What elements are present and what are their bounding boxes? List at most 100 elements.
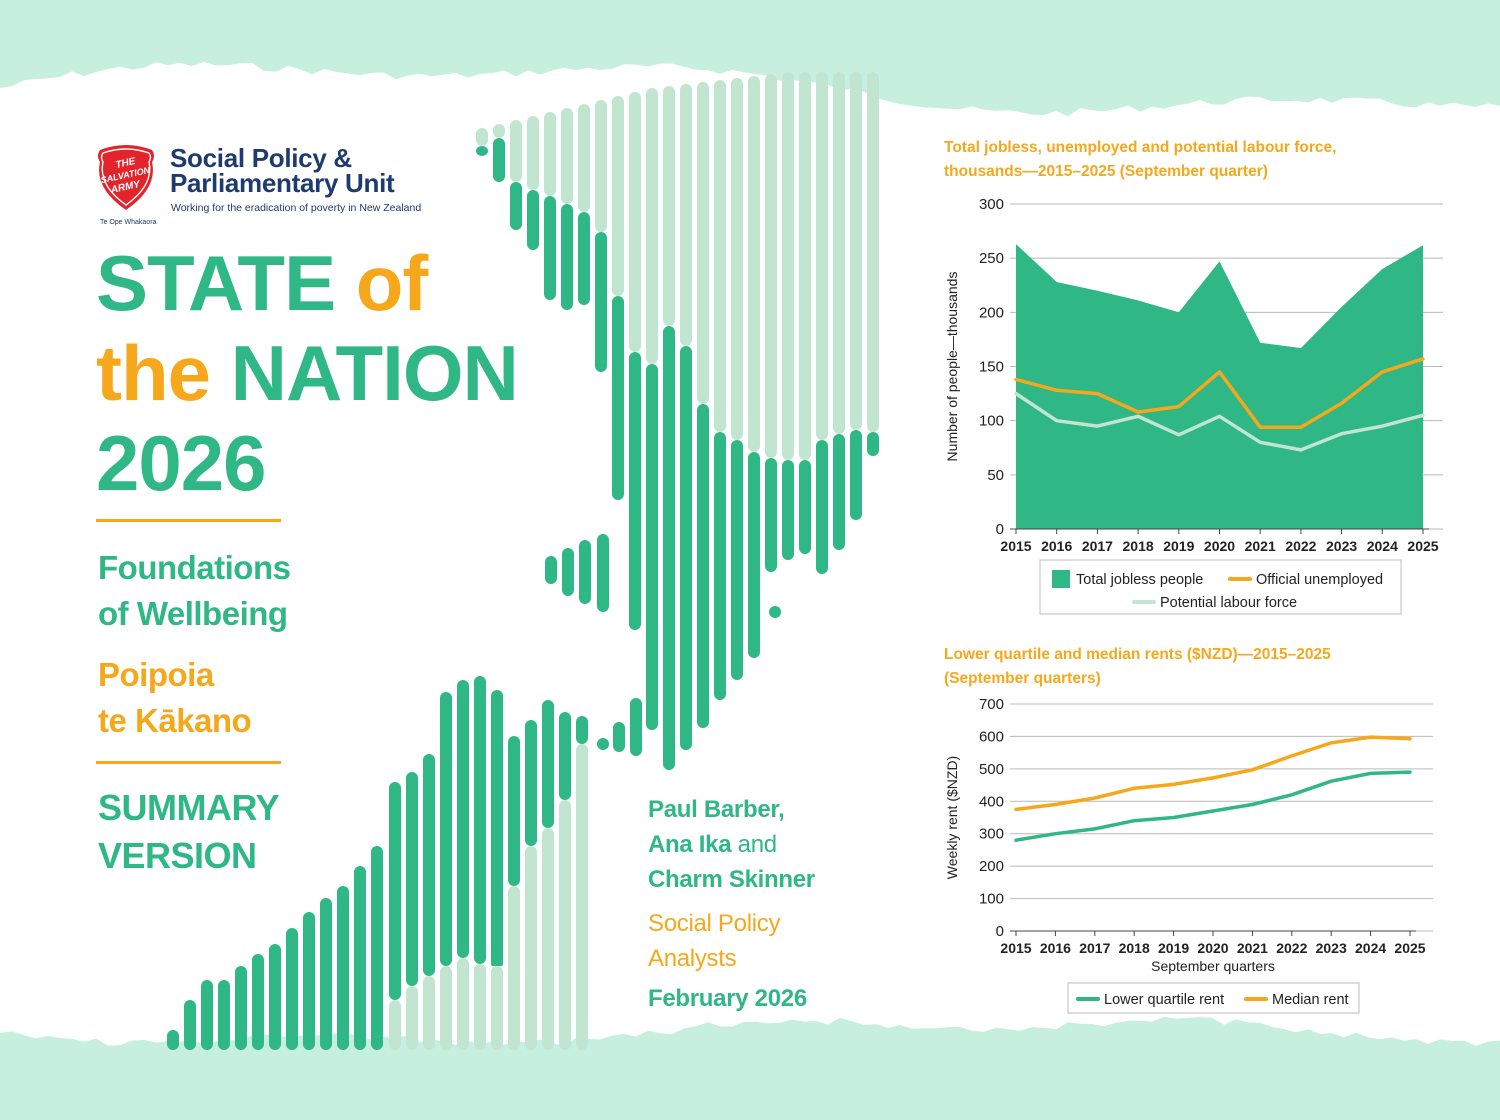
- map-bar: [286, 928, 298, 1050]
- map-bar: [697, 404, 709, 728]
- org-tagline: Working for the eradication of poverty i…: [171, 202, 422, 214]
- map-dot: [597, 738, 609, 750]
- title-state: STATE: [96, 239, 336, 327]
- map-bar-light: [697, 82, 709, 404]
- map-bar: [663, 326, 675, 770]
- map-bar: [476, 146, 488, 156]
- map-bar-light: [612, 96, 624, 296]
- map-bar: [389, 782, 401, 1000]
- map-bar: [561, 204, 573, 310]
- map-bar: [630, 698, 642, 756]
- map-bar: [440, 692, 452, 966]
- role-line1: Social Policy: [648, 910, 781, 937]
- map-bar-light: [474, 964, 486, 1050]
- map-bar-light: [561, 108, 573, 204]
- map-bar-light: [493, 124, 505, 138]
- map-bar-light: [510, 120, 522, 182]
- chart1-title-line2: thousands—2015–2025 (September quarter): [944, 163, 1268, 180]
- map-bar-light: [527, 116, 539, 190]
- map-bar: [201, 980, 213, 1050]
- map-bar: [510, 182, 522, 230]
- map-bar-light: [765, 74, 777, 458]
- author-and: and: [737, 831, 777, 858]
- author-1: Paul Barber,: [648, 796, 785, 823]
- map-bar: [562, 548, 574, 596]
- map-bar-light: [782, 72, 794, 460]
- map-bar: [337, 886, 349, 1050]
- map-bar: [799, 460, 811, 554]
- map-bar-light: [833, 72, 845, 434]
- map-bar: [354, 866, 366, 1050]
- map-bar: [545, 556, 557, 584]
- title-nation: NATION: [230, 329, 519, 417]
- map-bar-light: [576, 744, 588, 1050]
- map-bar: [252, 954, 264, 1050]
- author-2-name: Ana Ika: [648, 831, 732, 858]
- map-bar: [527, 190, 539, 250]
- subtitle-poipoia: Poipoia te Kākano: [98, 652, 252, 744]
- chart2-title: Lower quartile and median rents ($NZD)—2…: [944, 643, 1464, 691]
- title-the: the: [96, 329, 211, 417]
- title-of: of: [355, 239, 429, 327]
- map-bar-light: [663, 86, 675, 326]
- chart1-title: Total jobless, unemployed and potential …: [944, 136, 1464, 184]
- chart1-title-line1: Total jobless, unemployed and potential …: [944, 139, 1337, 156]
- subtitle-poipoia-line1: Poipoia: [98, 656, 214, 693]
- divider-rule: [96, 519, 281, 522]
- map-bar-light: [542, 828, 554, 1050]
- summary-version-label: SUMMARY VERSION: [98, 784, 280, 880]
- map-bar: [576, 716, 588, 744]
- map-bar-light: [714, 80, 726, 432]
- map-bar-light: [544, 112, 556, 196]
- chart2-title-line1: Lower quartile and median rents ($NZD)—2…: [944, 646, 1331, 663]
- map-bar-light: [491, 966, 503, 1050]
- map-bar-light: [867, 72, 879, 432]
- map-dot: [769, 606, 781, 618]
- role-line2: Analysts: [648, 945, 737, 972]
- map-bar: [167, 1030, 179, 1050]
- map-bar: [320, 898, 332, 1050]
- map-bar: [612, 296, 624, 500]
- map-bar: [525, 720, 537, 846]
- map-bar: [646, 364, 658, 730]
- map-bar: [474, 676, 486, 964]
- map-bar-light: [680, 84, 692, 346]
- map-bar: [406, 772, 418, 986]
- map-bar: [782, 460, 794, 560]
- map-bar: [850, 430, 862, 520]
- map-bar: [714, 432, 726, 700]
- map-bar-light: [389, 1000, 401, 1050]
- map-bar-light: [440, 966, 452, 1050]
- map-bar: [371, 846, 383, 1050]
- map-bar-light: [816, 72, 828, 440]
- map-bar: [423, 754, 435, 976]
- map-bar-light: [799, 72, 811, 460]
- map-bar: [218, 980, 230, 1050]
- map-bar: [491, 690, 503, 966]
- map-bar: [493, 138, 505, 182]
- map-bar: [457, 680, 469, 958]
- map-bar-light: [646, 88, 658, 364]
- subtitle-foundations: Foundations of Wellbeing: [98, 545, 291, 637]
- map-bar-light: [406, 986, 418, 1050]
- title-year: 2026: [96, 419, 267, 507]
- map-bar: [613, 722, 625, 752]
- map-bar: [748, 452, 760, 658]
- map-bar: [508, 736, 520, 886]
- summary-line2: VERSION: [98, 835, 257, 876]
- author-3: Charm Skinner: [648, 866, 815, 893]
- shield-text-line1: THE: [115, 156, 137, 171]
- map-bar: [235, 966, 247, 1050]
- map-bar: [816, 440, 828, 574]
- map-bar: [542, 700, 554, 828]
- map-bar: [544, 196, 556, 300]
- map-bar-light: [850, 72, 862, 430]
- map-bar: [629, 352, 641, 630]
- map-bar: [595, 232, 607, 372]
- map-bar-light: [559, 800, 571, 1050]
- map-bar: [867, 432, 879, 456]
- map-bar-light: [423, 976, 435, 1050]
- map-bar: [269, 944, 281, 1050]
- map-bar: [491, 944, 503, 966]
